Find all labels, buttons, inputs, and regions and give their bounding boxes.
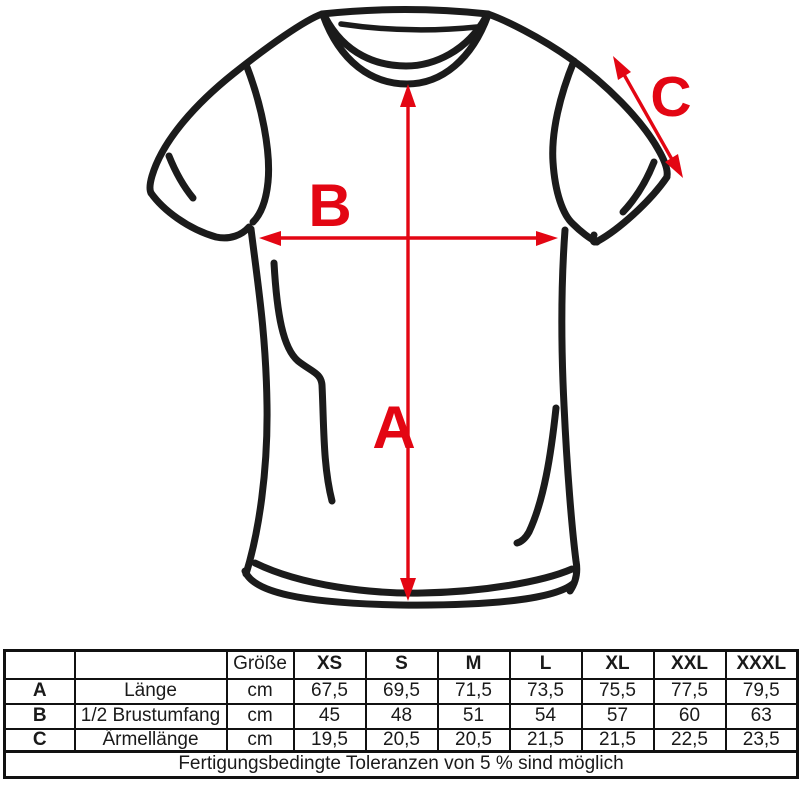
hem-inner-curve [251, 559, 576, 597]
value-cell: 21,5 [508, 727, 583, 753]
row-unit-cell: cm [225, 702, 295, 730]
measurement-label-c: C [650, 65, 691, 129]
left-fold-detail [270, 259, 336, 505]
right-sleeve-outer-edge [484, 10, 671, 180]
size-table-header-row: Größe XS S M L XL XXL XXXL [3, 649, 799, 680]
right-sleeve-hem-detail [619, 158, 658, 216]
collar-front-bottom-arc [319, 11, 492, 88]
arrowhead-downright-icon [665, 154, 683, 178]
value-cell: 69,5 [364, 677, 439, 705]
collar-top-edge [318, 6, 492, 18]
value-cell: 63 [724, 702, 799, 730]
left-body-edge [242, 225, 271, 578]
left-sleeve-outer-edge [146, 10, 326, 197]
left-sleeve-cuff-edge [147, 189, 253, 242]
value-cell: 60 [652, 702, 727, 730]
right-armhole-seam [549, 57, 601, 246]
header-groesse-cell: Größe [225, 649, 295, 680]
arrowhead-right-icon [536, 231, 558, 246]
value-cell: 21,5 [580, 727, 655, 753]
header-size-l: L [508, 649, 583, 680]
arrowhead-left-icon [259, 231, 281, 246]
value-cell: 71,5 [436, 677, 511, 705]
value-cell: 67,5 [292, 677, 367, 705]
table-footer-row: Fertigungsbedingte Toleranzen von 5 % si… [3, 750, 799, 779]
table-row-c: C Ärmellänge cm 19,5 20,5 20,5 21,5 21,5… [3, 727, 799, 753]
header-size-xxl: XXL [652, 649, 727, 680]
row-name-cell: Länge [73, 677, 228, 705]
table-row-b: B 1/2 Brustumfang cm 45 48 51 54 57 60 6… [3, 702, 799, 730]
left-armhole-seam [243, 63, 273, 226]
size-table: Größe XS S M L XL XXL XXXL A Länge cm 67… [3, 649, 799, 780]
tshirt-outline-icon [146, 6, 671, 609]
arrowhead-down-icon [400, 578, 416, 601]
left-sleeve-hem-detail [165, 152, 197, 202]
value-cell: 77,5 [652, 677, 727, 705]
row-key-cell: B [3, 702, 76, 730]
header-empty-cell [3, 649, 76, 680]
value-cell: 48 [364, 702, 439, 730]
measurement-arrow-c [613, 56, 683, 178]
value-cell: 57 [580, 702, 655, 730]
value-cell: 75,5 [580, 677, 655, 705]
right-body-edge [558, 226, 581, 595]
value-cell: 20,5 [364, 727, 439, 753]
value-cell: 54 [508, 702, 583, 730]
measurement-arrow-a [400, 84, 416, 601]
hem-outer-curve [241, 567, 578, 609]
row-unit-cell: cm [225, 727, 295, 753]
measurement-label-b: B [308, 172, 351, 239]
collar-back-band [338, 21, 480, 33]
value-cell: 23,5 [724, 727, 799, 753]
value-cell: 51 [436, 702, 511, 730]
value-cell: 19,5 [292, 727, 367, 753]
header-size-xs: XS [292, 649, 367, 680]
arrowhead-upleft-icon [613, 56, 631, 80]
row-key-cell: C [3, 727, 76, 753]
collar-front-top-arc [321, 13, 490, 70]
measurement-arrow-b [259, 231, 558, 246]
table-row-a: A Länge cm 67,5 69,5 71,5 73,5 75,5 77,5… [3, 677, 799, 705]
value-cell: 22,5 [652, 727, 727, 753]
row-name-cell: 1/2 Brustumfang [73, 702, 228, 730]
arrowhead-up-icon [400, 84, 416, 107]
value-cell: 45 [292, 702, 367, 730]
row-name-cell: Ärmellänge [73, 727, 228, 753]
header-size-xxxl: XXXL [724, 649, 799, 680]
row-unit-cell: cm [225, 677, 295, 705]
right-fold-detail [513, 404, 560, 547]
header-size-s: S [364, 649, 439, 680]
header-size-xl: XL [580, 649, 655, 680]
measurement-label-a: A [372, 394, 415, 461]
header-size-m: M [436, 649, 511, 680]
value-cell: 73,5 [508, 677, 583, 705]
row-key-cell: A [3, 677, 76, 705]
value-cell: 20,5 [436, 727, 511, 753]
tolerance-note: Fertigungsbedingte Toleranzen von 5 % si… [3, 750, 799, 779]
right-sleeve-cuff-edge [589, 173, 671, 246]
header-empty-cell [73, 649, 228, 680]
value-cell: 79,5 [724, 677, 799, 705]
tshirt-measurement-diagram: A B C [146, 6, 692, 609]
